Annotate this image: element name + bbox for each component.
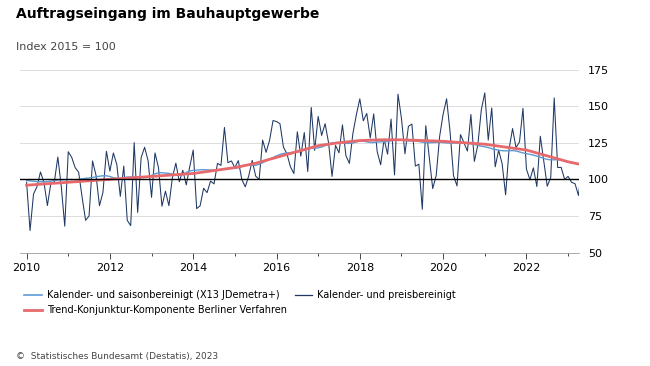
Text: Auftragseingang im Bauhauptgewerbe: Auftragseingang im Bauhauptgewerbe <box>16 7 320 21</box>
Text: Index 2015 = 100: Index 2015 = 100 <box>16 42 116 52</box>
Legend: Kalender- und saisonbereinigt (X13 JDemetra+), Trend-Konjunktur-Komponente Berli: Kalender- und saisonbereinigt (X13 JDeme… <box>24 290 456 315</box>
Text: ©  Statistisches Bundesamt (Destatis), 2023: © Statistisches Bundesamt (Destatis), 20… <box>16 351 218 361</box>
